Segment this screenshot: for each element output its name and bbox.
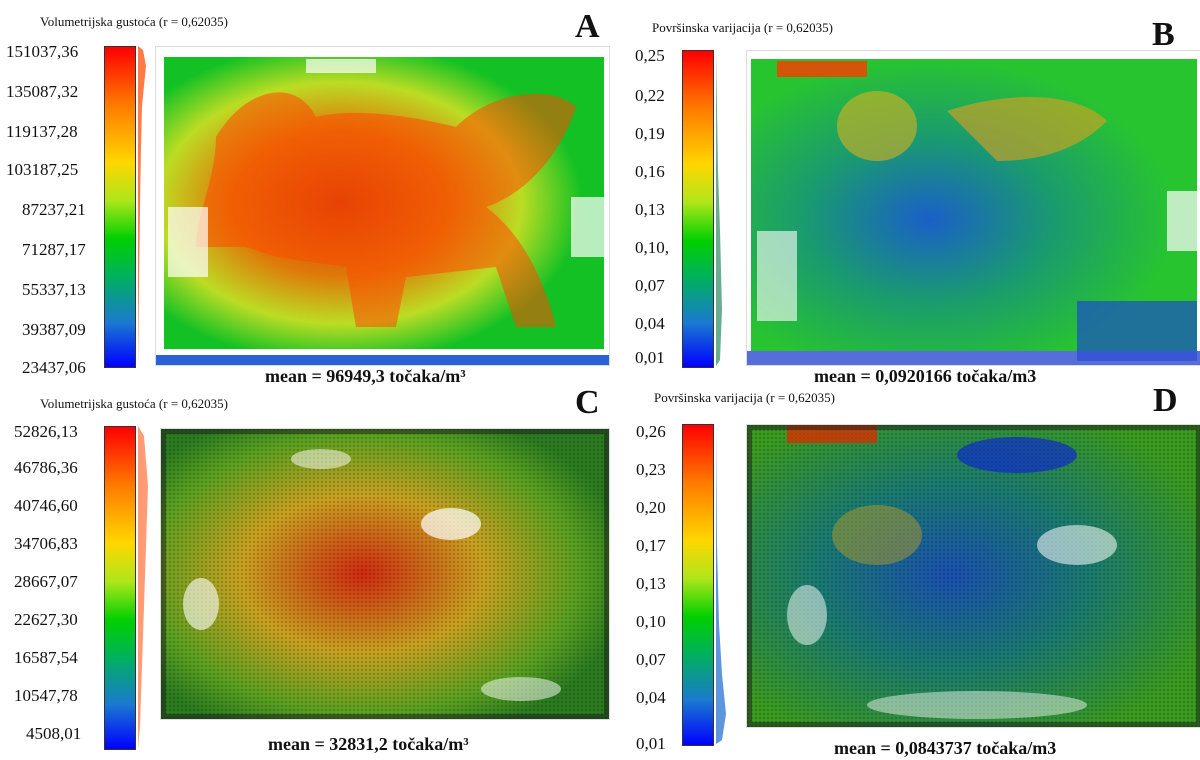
panel-letter: D bbox=[1153, 382, 1178, 419]
tick-label: 39387,09 bbox=[22, 320, 86, 339]
tick-label: 16587,54 bbox=[14, 648, 78, 667]
lion-pointcloud-variation-view bbox=[746, 424, 1200, 728]
tick-label: 0,20 bbox=[636, 498, 666, 517]
tick-label: 0,10 bbox=[636, 612, 666, 631]
tick-label: 0,07 bbox=[635, 276, 665, 295]
tick-label: 0,23 bbox=[636, 460, 666, 479]
tick-label: 40746,60 bbox=[14, 496, 78, 515]
tick-label: 0,01 bbox=[636, 734, 666, 753]
tick-label: 0,26 bbox=[636, 422, 666, 441]
panel-c: Volumetrijska gustoća (r = 0,62035) C 52… bbox=[0, 380, 610, 760]
mean-value: mean = 32831,2 točaka/m³ bbox=[268, 734, 469, 754]
tick-label: 0,04 bbox=[635, 314, 665, 333]
tick-label: 119137,28 bbox=[6, 122, 78, 141]
tick-label: 103187,25 bbox=[6, 160, 79, 179]
tick-label: 0,13 bbox=[635, 200, 665, 219]
mean-value: mean = 0,0920166 točaka/m3 bbox=[814, 366, 1037, 386]
colorbar bbox=[104, 46, 136, 368]
panel-title: Površinska varijacija (r = 0,62035) bbox=[654, 390, 835, 405]
panel-letter: C bbox=[575, 384, 600, 421]
colorbar bbox=[682, 424, 714, 746]
tick-label: 55337,13 bbox=[22, 280, 86, 299]
lion-pointcloud-density-view bbox=[160, 428, 610, 720]
panel-b: Površinska varijacija (r = 0,62035) B 0,… bbox=[600, 0, 1200, 386]
tick-label: 0,16 bbox=[635, 162, 665, 181]
tick-label: 10547,78 bbox=[14, 686, 78, 705]
tick-label: 52826,13 bbox=[14, 422, 78, 441]
tick-label: 0,04 bbox=[636, 688, 666, 707]
tick-label: 28667,07 bbox=[14, 572, 78, 591]
mean-value: mean = 0,0843737 točaka/m3 bbox=[834, 738, 1057, 758]
mean-value: mean = 96949,3 točaka/m³ bbox=[265, 366, 466, 386]
tick-label: 4508,01 bbox=[26, 724, 82, 743]
colorbar-histogram bbox=[716, 424, 726, 744]
panel-title: Površinska varijacija (r = 0,62035) bbox=[652, 20, 833, 35]
panel-d: Površinska varijacija (r = 0,62035) D 0,… bbox=[600, 380, 1200, 760]
tick-label: 0,17 bbox=[636, 536, 666, 555]
tick-label: 0,25 bbox=[635, 46, 665, 65]
panel-title: Volumetrijska gustoća (r = 0,62035) bbox=[40, 396, 228, 411]
tick-label: 151037,36 bbox=[6, 42, 79, 61]
colorbar bbox=[104, 426, 136, 750]
panel-title: Volumetrijska gustoća (r = 0,62035) bbox=[40, 14, 228, 29]
panel-a: Volumetrijska gustoća (r = 0,62035) A 15… bbox=[0, 0, 610, 386]
colorbar-histogram bbox=[716, 50, 722, 366]
colorbar bbox=[682, 50, 714, 368]
panel-letter: B bbox=[1152, 16, 1175, 53]
colorbar-histogram bbox=[138, 426, 148, 748]
lion-relief-density-view bbox=[155, 46, 610, 366]
tick-label: 71287,17 bbox=[22, 240, 86, 259]
tick-label: 0,01 bbox=[635, 348, 665, 367]
tick-label: 87237,21 bbox=[22, 200, 86, 219]
tick-label: 23437,06 bbox=[22, 358, 86, 377]
tick-label: 46786,36 bbox=[14, 458, 78, 477]
tick-label: 22627,30 bbox=[14, 610, 78, 629]
panel-letter: A bbox=[575, 8, 600, 45]
tick-label: 0,19 bbox=[635, 124, 665, 143]
lion-relief-variation-view bbox=[746, 50, 1200, 366]
tick-label: 34706,83 bbox=[14, 534, 78, 553]
tick-label: 0,10, bbox=[635, 238, 669, 257]
colorbar-histogram bbox=[138, 46, 146, 366]
tick-label: 0,07 bbox=[636, 650, 666, 669]
tick-label: 0,22 bbox=[635, 86, 665, 105]
tick-label: 0,13 bbox=[636, 574, 666, 593]
tick-label: 135087,32 bbox=[6, 82, 79, 101]
